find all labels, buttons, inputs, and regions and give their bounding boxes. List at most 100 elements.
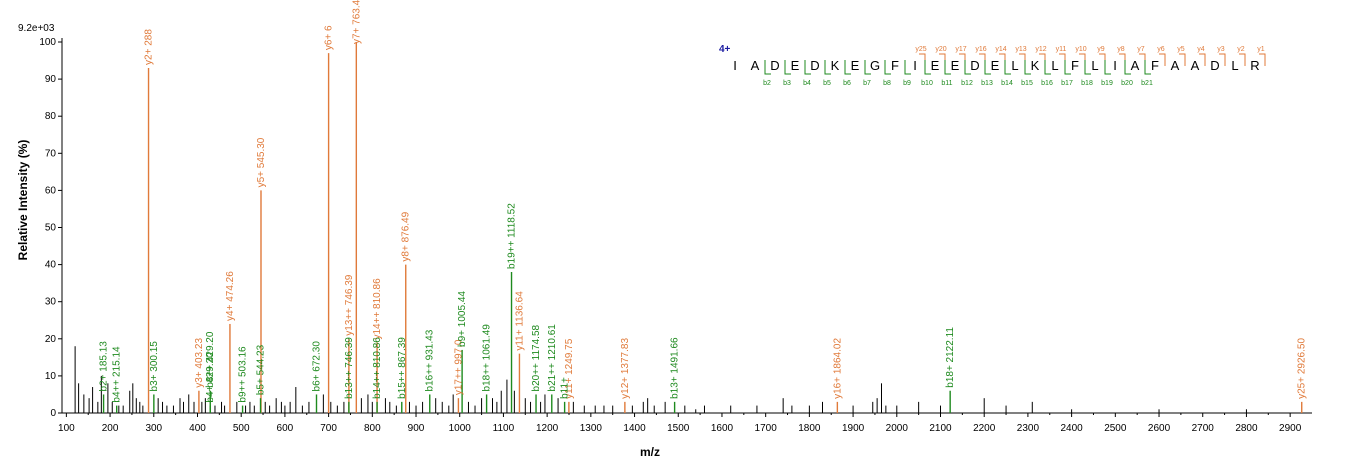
y-fragment-marker	[1239, 53, 1246, 66]
sequence-residue: E	[851, 58, 860, 73]
sequence-residue: G	[870, 58, 880, 73]
b-ion-label: b20++ 1174.58	[531, 324, 542, 391]
y-ion-label: y3+ 403.23	[194, 338, 205, 388]
y-fragment-label: y9	[1097, 46, 1105, 53]
sequence-residue: A	[1171, 58, 1180, 73]
b-fragment-label: b14	[1001, 80, 1013, 87]
b-fragment-label: b6	[843, 80, 851, 87]
sequence-residue: F	[1071, 58, 1079, 73]
b-ion-label: b14++ 810.86	[372, 337, 383, 399]
x-tick-label: 1700	[755, 423, 778, 434]
x-tick-label: 2200	[973, 423, 996, 434]
y-tick-label: 70	[45, 148, 57, 159]
x-tick-label: 100	[58, 423, 75, 434]
b-fragment-label: b2	[763, 80, 771, 87]
sequence-residue: K	[831, 58, 840, 73]
y-fragment-label: y7	[1137, 46, 1145, 53]
y-ion-label: y25+ 2926.50	[1297, 338, 1308, 399]
b-ion-label: b15++ 867.39	[397, 337, 408, 399]
b-fragment-marker	[924, 60, 931, 75]
y-fragment-label: y16	[975, 46, 986, 53]
b-fragment-label: b16	[1041, 80, 1053, 87]
y-fragment-marker	[1159, 53, 1166, 66]
y-fragment-marker	[1179, 53, 1186, 66]
b-fragment-label: b4	[803, 80, 811, 87]
x-tick-label: 1500	[667, 423, 690, 434]
b-fragment-marker	[944, 60, 951, 75]
y-ion-label: y12+ 1377.83	[620, 338, 631, 399]
b-fragment-marker	[804, 60, 811, 75]
y-fragment-label: y13	[1015, 46, 1026, 53]
y-fragment-label: y20	[935, 46, 946, 53]
y-fragment-label: y1	[1257, 46, 1265, 53]
y-fragment-label: y4	[1197, 46, 1205, 53]
y-ion-label: y2+ 288	[144, 29, 155, 65]
b-fragment-marker	[1104, 60, 1111, 75]
b-fragment-label: b8	[883, 80, 891, 87]
x-tick-label: 900	[408, 423, 425, 434]
y-fragment-marker	[1119, 53, 1126, 66]
x-tick-label: 1800	[798, 423, 821, 434]
x-tick-label: 600	[277, 423, 294, 434]
sequence-residue: D	[1210, 58, 1219, 73]
x-tick-label: 2000	[886, 423, 909, 434]
b-ion-label: b11+	[560, 377, 571, 399]
x-tick-label: 1100	[493, 423, 515, 434]
b-ion-label: b9++ 503.16	[238, 346, 249, 403]
sequence-residue: F	[891, 58, 899, 73]
sequence-residue: D	[970, 58, 979, 73]
y-ion-label: y6+ 6	[324, 25, 335, 50]
y-fragment-marker	[1099, 53, 1106, 66]
y-tick-label: 50	[45, 223, 57, 234]
y-fragment-marker	[939, 53, 946, 66]
charge-state: 4+	[719, 44, 731, 55]
y-fragment-marker	[979, 53, 986, 66]
y-fragment-marker	[1079, 53, 1086, 66]
y-fragment-marker	[1019, 53, 1026, 66]
x-tick-label: 1300	[580, 423, 603, 434]
y-fragment-marker	[959, 53, 966, 66]
b-ion-label: b6+ 672.30	[312, 341, 323, 392]
x-axis-title: m/z	[640, 445, 660, 459]
b-ion-label: b8++ 429.20	[205, 331, 216, 388]
y-ion-label: y4+ 474.26	[225, 271, 236, 321]
peak-labels: y2+ 288 y6+ 6 y7+ 763.4 y5+ 545.30 y8+ 876.4…	[99, 0, 1308, 403]
x-tick-label: 200	[102, 423, 119, 434]
x-tick-label: 2800	[1235, 423, 1258, 434]
y-ion-label: y11+ 1136.64	[514, 291, 525, 351]
b-fragment-label: b10	[921, 80, 933, 87]
b-ion-label: b5+ 544.23	[256, 344, 267, 395]
y-tick-label: 100	[39, 37, 56, 48]
sequence-residue: L	[1051, 58, 1058, 73]
sequence-residue: I	[913, 58, 917, 73]
b-fragment-marker	[784, 60, 791, 75]
sequence-residue: E	[931, 58, 940, 73]
y-fragment-label: y17	[955, 46, 966, 53]
b-fragment-marker	[1064, 60, 1071, 75]
b-ion-label: b4++ 215.14	[112, 346, 123, 403]
y-axis-title: Relative Intensity (%)	[16, 140, 30, 261]
y-fragment-label: y14	[995, 46, 1006, 53]
x-tick-label: 2700	[1192, 423, 1215, 434]
x-tick-label: 2600	[1148, 423, 1171, 434]
y-fragment-label: y5	[1177, 46, 1185, 53]
b-ion-label: b19++ 1118.52	[507, 203, 518, 269]
b-fragment-marker	[984, 60, 991, 75]
y-tick-label: 0	[50, 408, 56, 419]
b-fragment-marker	[864, 60, 871, 75]
b-ion-label: b16++ 931.43	[425, 329, 436, 391]
y-fragment-marker	[1259, 53, 1266, 66]
sequence-residue: L	[1011, 58, 1018, 73]
b-ion-label: b9+ 1005.44	[457, 291, 468, 347]
b-ion-label: b3+ 300.15	[149, 341, 160, 392]
b-ion-label: b2+ 185.13	[99, 341, 110, 392]
x-tick-label: 1000	[449, 423, 472, 434]
y-fragment-marker	[1219, 53, 1226, 66]
y-fragment-marker	[1059, 53, 1066, 66]
y-tick-label: 80	[45, 111, 57, 122]
sequence-residue: I	[733, 58, 737, 73]
y-tick-label: 30	[45, 297, 57, 308]
b-ion-label: b21++ 1210.61	[547, 324, 558, 392]
max-intensity-label: 9.2e+03	[18, 23, 55, 34]
b-fragment-label: b3	[783, 80, 791, 87]
